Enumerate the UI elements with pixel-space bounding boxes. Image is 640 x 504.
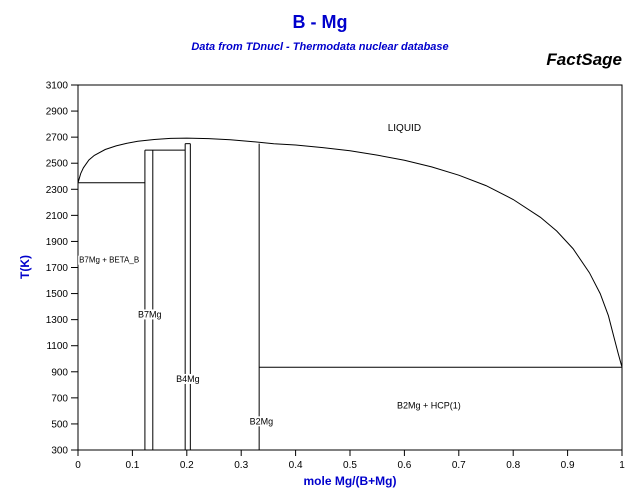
y-tick-label: 2100: [46, 211, 69, 222]
chart-title: B - Mg: [292, 12, 348, 32]
region-label-bg: [386, 123, 423, 135]
y-tick-label: 1500: [46, 289, 69, 300]
y-tick-label: 2900: [46, 107, 69, 118]
chart-subtitle: Data from TDnucl - Thermodata nuclear da…: [191, 41, 449, 53]
y-tick-label: 2700: [46, 133, 69, 144]
x-tick-label: 0.3: [234, 460, 248, 471]
y-tick-label: 1100: [46, 341, 68, 352]
y-tick-label: 900: [51, 367, 68, 378]
x-tick-label: 1: [619, 460, 625, 471]
x-tick-label: 0.4: [289, 460, 303, 471]
region-label-bg: [137, 309, 163, 320]
plot-frame: [77, 84, 623, 451]
x-tick-label: 0.6: [397, 460, 411, 471]
y-tick-label: 500: [51, 419, 68, 430]
x-tick-label: 0.2: [180, 460, 194, 471]
x-tick-label: 0.5: [343, 460, 357, 471]
region-label: LIQUID: [388, 123, 421, 134]
factsage-logo: FactSage: [546, 50, 622, 69]
y-tick-label: 1900: [46, 237, 69, 248]
x-tick-label: 0.7: [452, 460, 466, 471]
x-tick-label: 0.1: [125, 460, 139, 471]
region-label: B7Mg: [138, 309, 162, 319]
region-label-bg: [78, 255, 141, 265]
region-label-bg: [248, 416, 275, 427]
y-tick-label: 3100: [46, 81, 69, 92]
region-label: B2Mg: [250, 416, 274, 426]
x-tick-label: 0.9: [561, 460, 575, 471]
region-label: B7Mg + BETA_B: [79, 256, 139, 265]
x-tick-label: 0: [75, 460, 81, 471]
y-tick-label: 2300: [46, 185, 69, 196]
liquidus-curve: [77, 137, 623, 368]
y-tick-label: 1300: [46, 315, 69, 326]
y-tick-label: 2500: [46, 159, 69, 170]
x-axis-title: mole Mg/(B+Mg): [303, 474, 397, 488]
y-tick-label: 1700: [46, 263, 69, 274]
region-label-bg: [175, 373, 201, 384]
region-label-bg: [395, 400, 462, 411]
region-label: B2Mg + HCP(1): [397, 401, 461, 411]
x-tick-label: 0.8: [506, 460, 520, 471]
y-tick-label: 300: [51, 446, 68, 457]
y-tick-label: 700: [51, 393, 68, 404]
region-label: B4Mg: [176, 374, 200, 384]
